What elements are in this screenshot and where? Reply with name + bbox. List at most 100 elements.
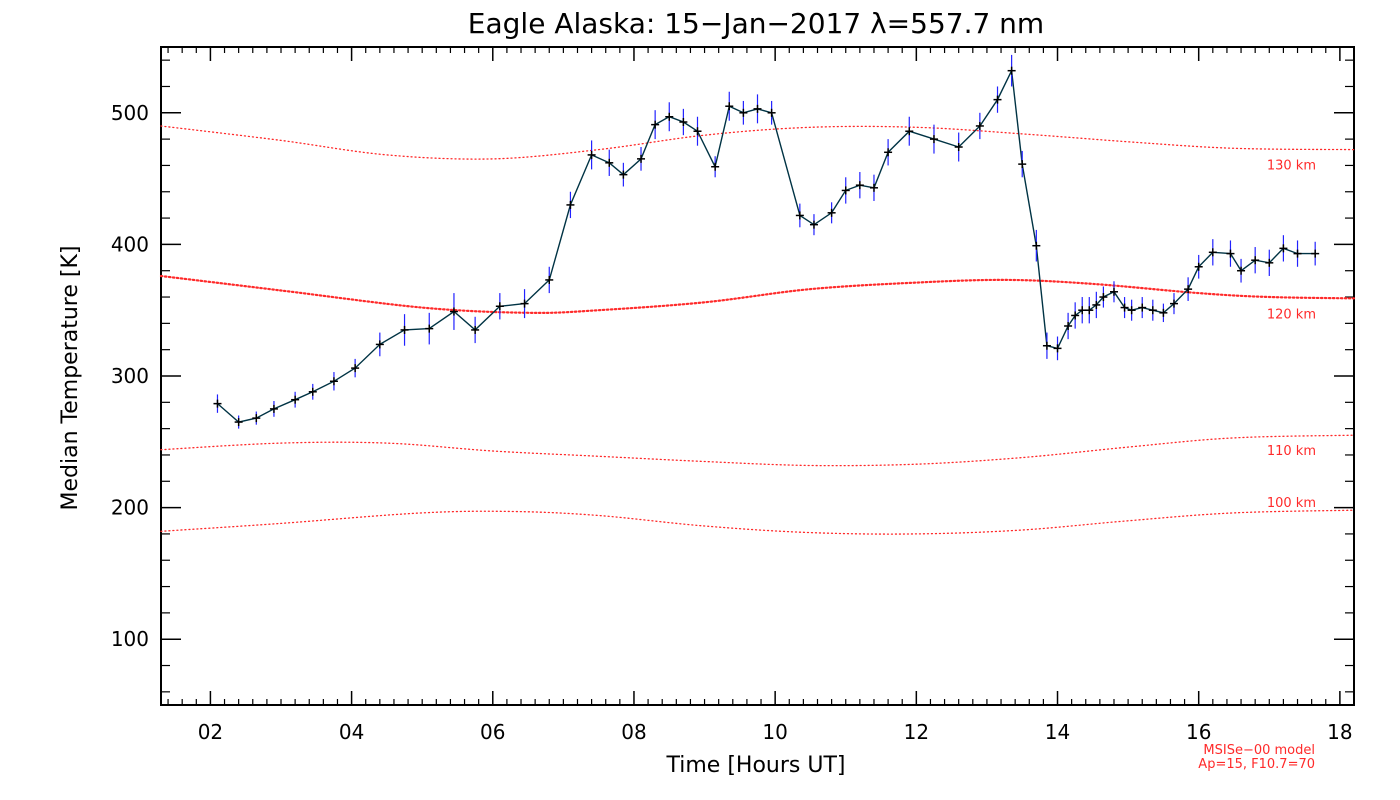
data-point: [495, 302, 504, 311]
data-point: [1099, 293, 1108, 302]
model-curve-110-km: [160, 434, 1355, 467]
data-point: [605, 158, 614, 167]
data-point: [1159, 308, 1168, 317]
model-curve-120-km: [159, 274, 1356, 315]
model-note-line-1: MSISe−00 model: [1203, 743, 1315, 758]
y-tick-label: 300: [111, 364, 149, 388]
data-point: [954, 143, 963, 152]
x-tick-label: 08: [621, 720, 646, 744]
data-point: [351, 364, 360, 373]
data-point: [1092, 300, 1101, 309]
data-point: [637, 154, 646, 163]
data-point: [855, 181, 864, 190]
x-tick-label: 10: [762, 720, 787, 744]
measured-line: [217, 68, 1316, 423]
data-point: [1251, 256, 1260, 265]
plot-frame: [160, 46, 1355, 706]
data-point: [884, 148, 893, 157]
y-tick-label: 400: [111, 232, 149, 256]
data-point: [213, 399, 222, 408]
x-tick-label: 12: [904, 720, 929, 744]
data-point: [1279, 244, 1288, 253]
chart-title: Eagle Alaska: 15−Jan−2017 λ=557.7 nm: [468, 7, 1044, 40]
model-curve-label: 130 km: [1267, 159, 1316, 174]
model-curves: 100 km 110 km 120 km 130 km: [159, 125, 1356, 535]
x-tick-label: 18: [1327, 720, 1352, 744]
data-point: [375, 340, 384, 349]
y-axis-label: Median Temperature [K]: [58, 246, 83, 511]
model-curve-100-km: [160, 509, 1355, 535]
data-point: [1064, 321, 1073, 330]
data-point: [425, 324, 434, 333]
y-tick-label: 100: [111, 627, 149, 651]
x-tick-label: 06: [480, 720, 505, 744]
data-point: [1032, 241, 1041, 250]
data-point: [809, 220, 818, 229]
data-point: [1148, 306, 1157, 315]
measured-series: [213, 54, 1320, 429]
model-note-line-2: Ap=15, F10.7=70: [1198, 757, 1315, 772]
data-point: [1127, 306, 1136, 315]
data-point: [1265, 258, 1274, 267]
data-point: [449, 307, 458, 316]
data-point: [693, 127, 702, 136]
data-point: [753, 104, 762, 113]
data-point: [252, 414, 261, 423]
data-point: [869, 183, 878, 192]
data-point: [308, 387, 317, 396]
data-point: [1194, 262, 1203, 271]
data-point: [1138, 303, 1147, 312]
data-point: [993, 95, 1002, 104]
data-point: [975, 121, 984, 130]
data-point: [1208, 248, 1217, 257]
data-point: [1109, 287, 1118, 296]
model-curve-label: 120 km: [1267, 307, 1316, 322]
data-point: [841, 186, 850, 195]
data-point: [1293, 249, 1302, 258]
x-tick-label: 14: [1045, 720, 1070, 744]
axis-ticks: 02 04 06 08 10 12 14 16 18 100 200 300 400 500: [111, 47, 1354, 744]
x-tick-label: 04: [339, 720, 364, 744]
data-point: [400, 325, 409, 334]
y-tick-label: 200: [111, 496, 149, 520]
data-point: [587, 150, 596, 159]
x-axis-label: Time [Hours UT]: [666, 753, 846, 778]
model-curve-label: 100 km: [1267, 496, 1316, 511]
data-point: [711, 162, 720, 171]
data-point: [1226, 249, 1235, 258]
data-point: [471, 325, 480, 334]
data-point: [619, 170, 628, 179]
x-tick-label: 16: [1186, 720, 1211, 744]
data-point: [795, 211, 804, 220]
y-tick-label: 500: [111, 101, 149, 125]
data-point: [725, 102, 734, 111]
data-point: [1007, 66, 1016, 75]
data-point: [1085, 306, 1094, 315]
data-point: [665, 112, 674, 121]
data-point: [1237, 266, 1246, 275]
data-point: [329, 377, 338, 386]
data-point: [1311, 249, 1320, 258]
x-tick-label: 02: [198, 720, 223, 744]
data-point: [520, 299, 529, 308]
data-point: [269, 404, 278, 413]
data-point: [929, 135, 938, 144]
data-point: [651, 120, 660, 129]
data-point: [291, 395, 300, 404]
model-curve-label: 110 km: [1267, 444, 1316, 459]
data-point: [545, 275, 554, 284]
data-point: [1018, 160, 1027, 169]
data-point: [1169, 299, 1178, 308]
data-point: [679, 118, 688, 127]
data-point: [1120, 303, 1129, 312]
data-point: [1071, 311, 1080, 320]
data-point: [1078, 306, 1087, 315]
data-point: [234, 418, 243, 427]
data-point: [566, 200, 575, 209]
data-point: [905, 127, 914, 136]
data-point: [767, 108, 776, 117]
data-point: [1184, 285, 1193, 294]
model-curve-130-km: [160, 125, 1355, 160]
data-point: [1042, 341, 1051, 350]
